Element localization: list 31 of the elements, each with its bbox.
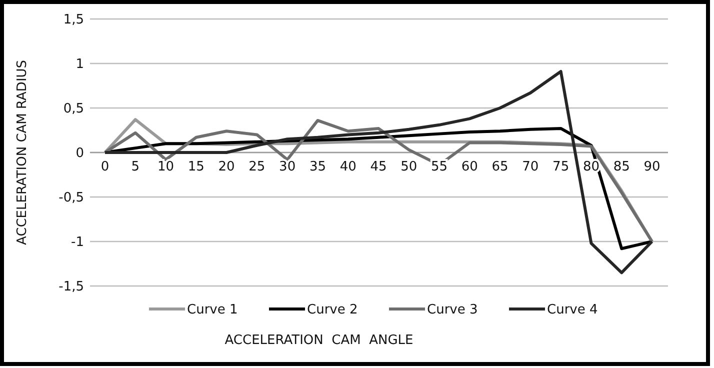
x-tick-label: 65 <box>492 160 508 174</box>
x-tick-label: 35 <box>309 160 326 174</box>
x-tick-label: 75 <box>552 160 570 174</box>
x-tick-label: 70 <box>522 160 539 174</box>
x-axis-title: ACCELERATION CAM ANGLE <box>224 333 414 348</box>
x-tick-label: 40 <box>340 160 356 174</box>
x-tick-label: 15 <box>188 160 204 174</box>
legend-label: Curve 3 <box>427 302 478 318</box>
x-tick-label: 50 <box>400 160 418 174</box>
y-tick-label: -1 <box>71 235 84 250</box>
y-tick-label: 1,5 <box>63 12 84 28</box>
x-tick-label: 10 <box>158 160 174 174</box>
x-tick-label: 85 <box>613 160 630 174</box>
y-tick-label: -0,5 <box>58 190 84 206</box>
x-tick-label: 5 <box>131 160 140 174</box>
legend-label: Curve 4 <box>547 302 598 318</box>
x-tick-label: 45 <box>370 160 387 174</box>
x-tick-label: 55 <box>431 160 448 174</box>
y-tick-label: 0,5 <box>63 102 84 117</box>
x-tick-label: 90 <box>644 160 660 174</box>
y-tick-label: -1,5 <box>58 280 84 295</box>
y-tick-label: 1 <box>76 57 84 72</box>
x-tick-label: 20 <box>218 160 235 174</box>
legend-label: Curve 2 <box>307 302 358 318</box>
x-tick-label: 0 <box>100 160 110 174</box>
x-tick-label: 25 <box>248 160 266 174</box>
y-tick-label: 0 <box>76 146 84 162</box>
legend-label: Curve 1 <box>187 302 238 318</box>
y-axis-title: ACCELERATION CAM RADIUS <box>15 60 30 246</box>
x-tick-label: 30 <box>279 160 296 174</box>
x-tick-label: 60 <box>461 160 478 174</box>
